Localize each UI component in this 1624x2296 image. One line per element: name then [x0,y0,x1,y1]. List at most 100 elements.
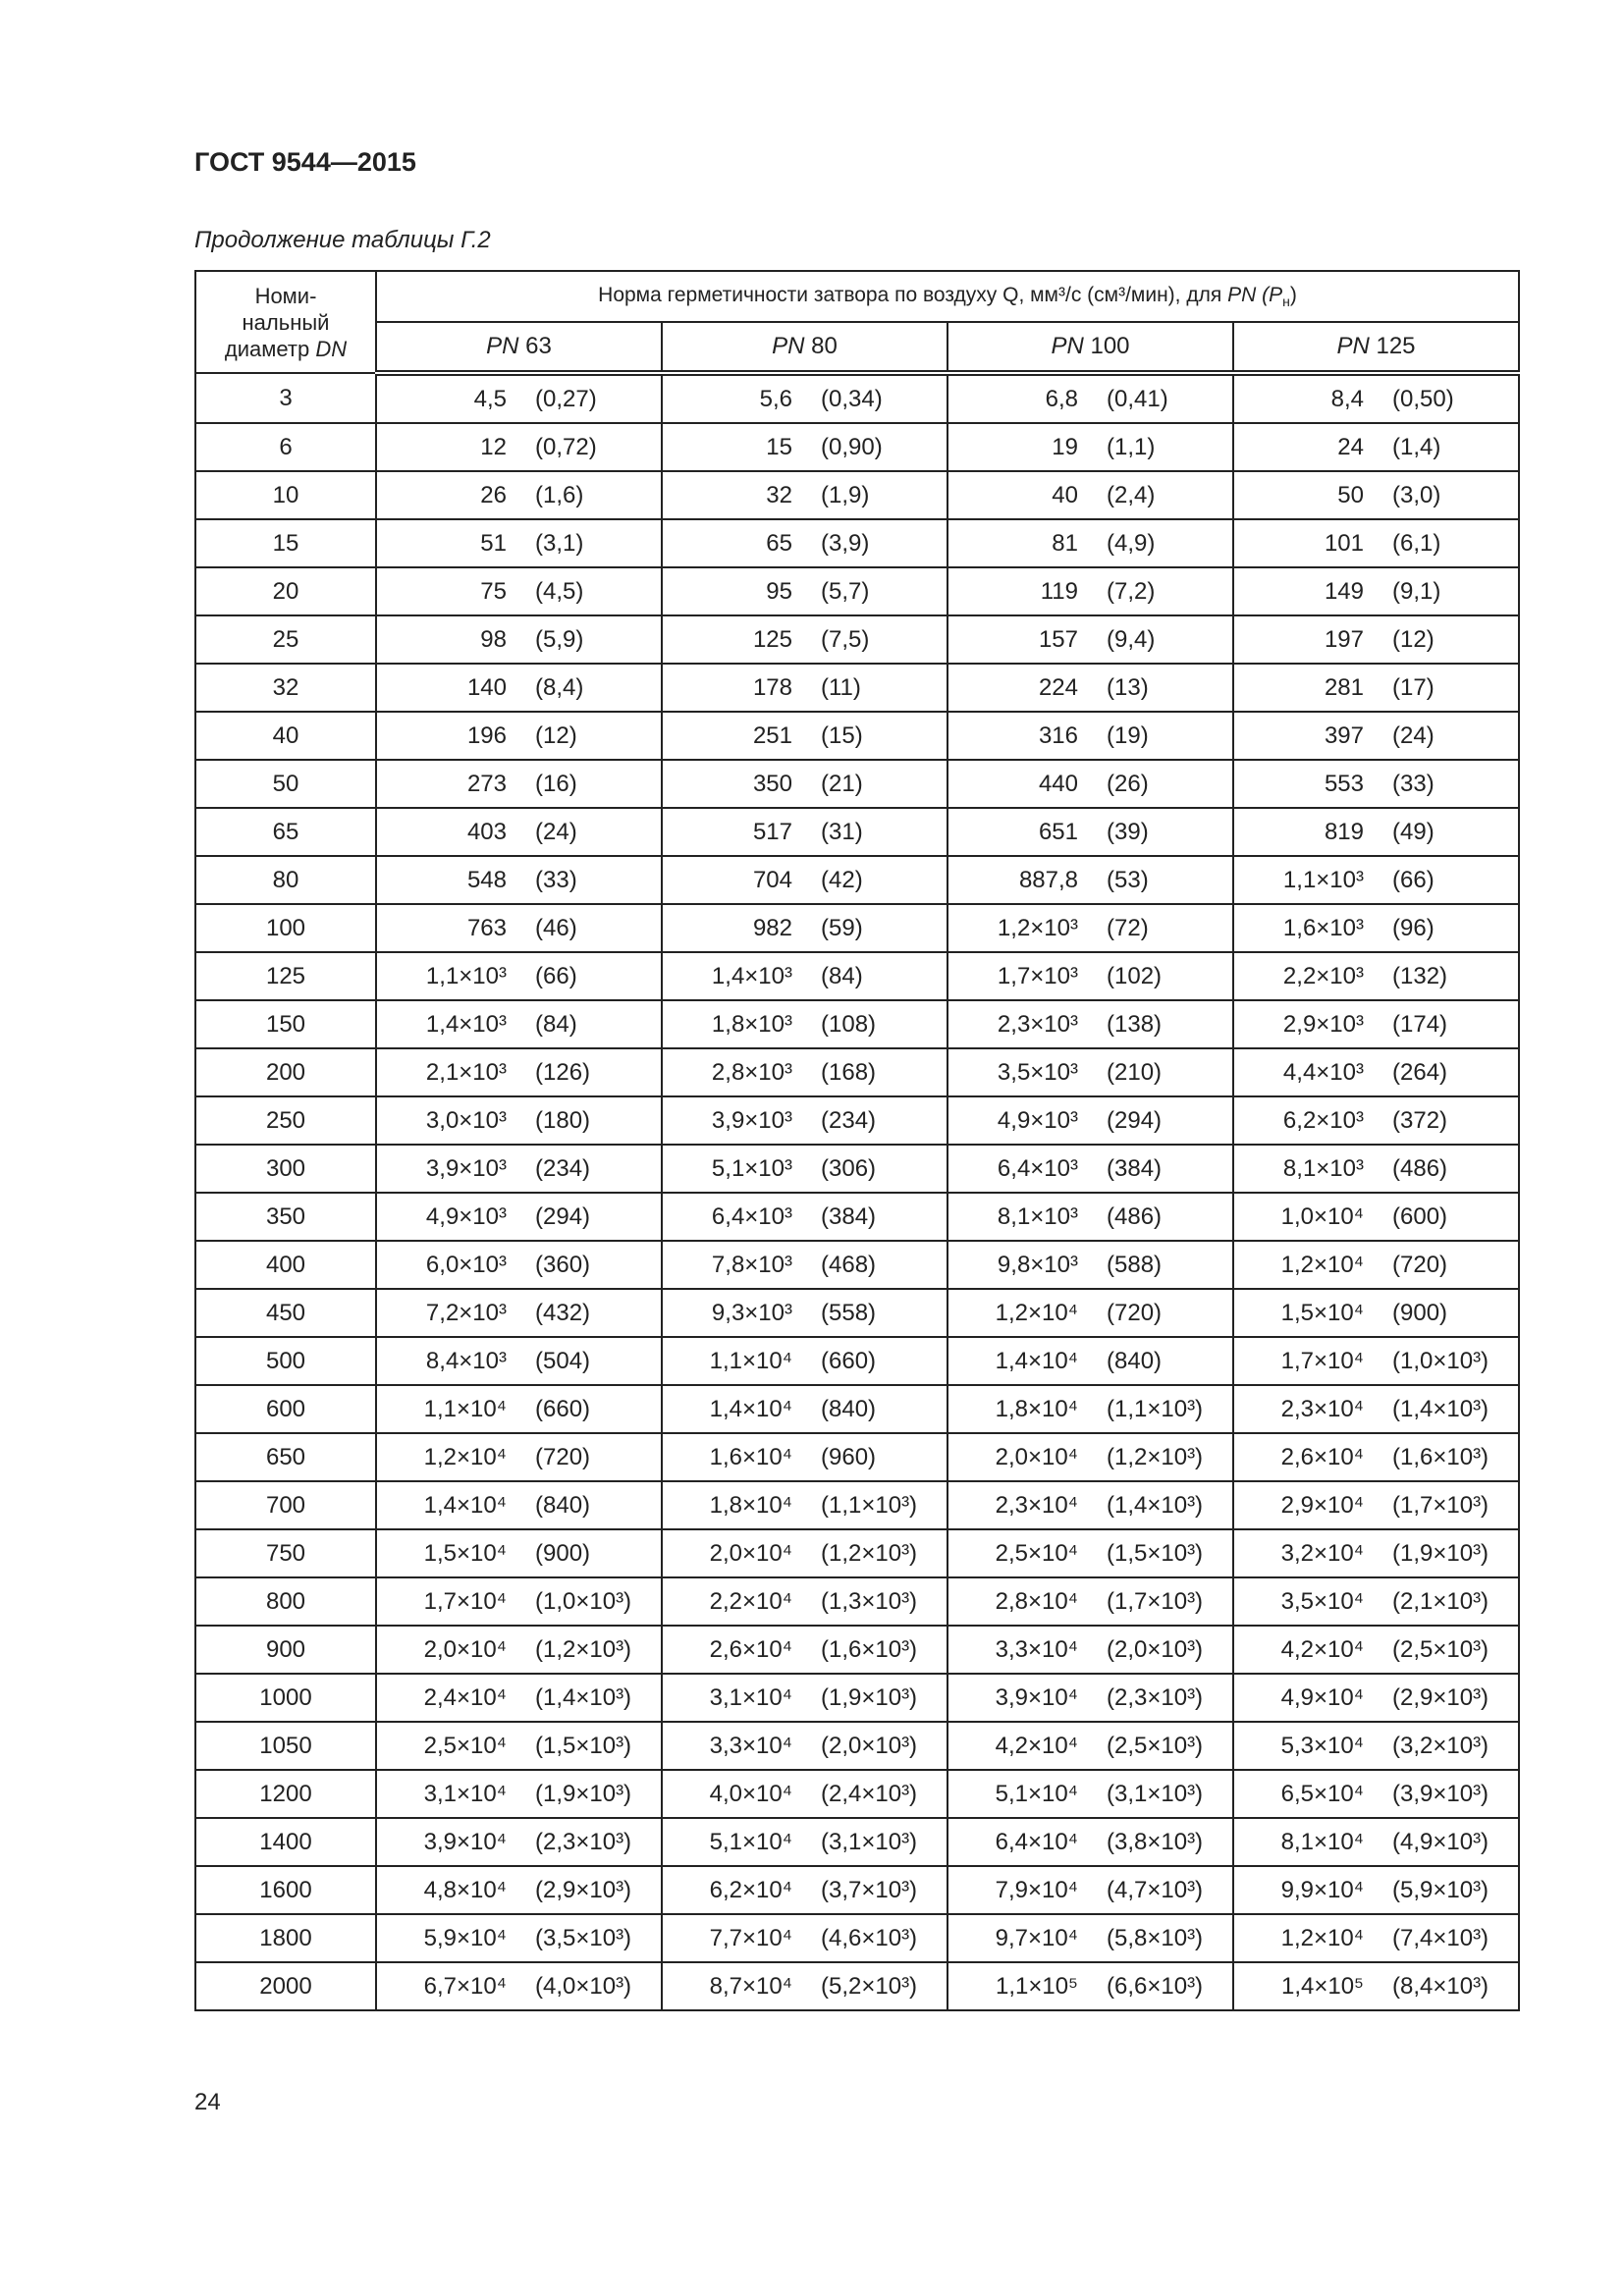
leakage-cm3min: (180) [535,1106,591,1134]
leakage-cm3min: (720) [535,1443,591,1470]
leakage-mm3s: 65 [766,529,792,557]
leakage-cell: 125 (7,5) [661,614,948,665]
table-row: 1600 4,8×10⁴ (2,9×10³) 6,2×10⁴ (3,7×10³) 7,9×… [194,1865,1520,1915]
leakage-cm3min: (720) [1107,1299,1163,1326]
leakage-mm3s: 157 [1038,625,1078,653]
leakage-mm3s: 178 [752,673,792,701]
leakage-cm3min: (588) [1107,1251,1163,1278]
leakage-cell: 4,2×10⁴ (2,5×10³) [1232,1625,1520,1675]
leakage-cell: 2,3×10⁴ (1,4×10³) [1232,1384,1520,1434]
leakage-mm3s: 4,5 [473,385,507,412]
leakage-cell: 7,7×10⁴ (4,6×10³) [661,1913,948,1963]
leakage-cell: 403 (24) [375,807,663,857]
leakage-cell: 4,9×10³ (294) [375,1192,663,1242]
dn-cell: 1800 [194,1913,377,1963]
leakage-cell: 1,1×10³ (66) [1232,855,1520,905]
leakage-cell: 5,6 (0,34) [661,372,948,424]
leakage-cm3min: (3,9) [821,529,870,557]
leakage-cell: 51 (3,1) [375,518,663,568]
leakage-cm3min: (46) [535,914,577,941]
leakage-cell: 26 (1,6) [375,470,663,520]
leakage-cell: 3,5×10⁴ (2,1×10³) [1232,1576,1520,1627]
group-header-close: ) [1289,283,1297,306]
leakage-cm3min: (3,0) [1392,481,1441,508]
leakage-mm3s: 6,7×10⁴ [423,1972,507,2000]
leakage-mm3s: 101 [1324,529,1364,557]
leakage-cm3min: (26) [1107,770,1149,797]
table-row: 700 1,4×10⁴ (840) 1,8×10⁴ (1,1×10³) 2,3×10⁴ (1… [194,1480,1520,1530]
leakage-cell: 704 (42) [661,855,948,905]
group-header-text: Норма герметичности затвора по воздуху Q… [598,283,1228,306]
leakage-cell: 1,4×10⁵ (8,4×10³) [1232,1961,1520,2011]
leakage-cell: 1,5×10⁴ (900) [375,1528,663,1578]
table-row: 650 1,2×10⁴ (720) 1,6×10⁴ (960) 2,0×10⁴ (1,2×1… [194,1432,1520,1482]
leakage-cm3min: (0,41) [1107,385,1168,412]
leakage-mm3s: 9,7×10⁴ [995,1924,1078,1951]
leakage-mm3s: 4,0×10⁴ [709,1780,792,1807]
dn-cell: 350 [194,1192,377,1242]
dn-cell: 1200 [194,1769,377,1819]
leakage-cell: 1,7×10⁴ (1,0×10³) [375,1576,663,1627]
leakage-cell: 8,7×10⁴ (5,2×10³) [661,1961,948,2011]
leakage-cell: 9,7×10⁴ (5,8×10³) [947,1913,1234,1963]
leakage-mm3s: 2,8×10⁴ [995,1587,1078,1615]
leakage-mm3s: 3,1×10⁴ [423,1780,507,1807]
leakage-cell: 651 (39) [947,807,1234,857]
leakage-cell: 3,2×10⁴ (1,9×10³) [1232,1528,1520,1578]
dn-cell: 300 [194,1144,377,1194]
leakage-mm3s: 819 [1324,818,1364,845]
leakage-mm3s: 8,1×10⁴ [1280,1828,1364,1855]
table-row: 450 7,2×10³ (432) 9,3×10³ (558) 1,2×10⁴ (720) 1… [194,1288,1520,1338]
leakage-cell: 1,2×10³ (72) [947,903,1234,953]
dn-header-line: диаметр [224,336,316,361]
table-row: 200 2,1×10³ (126) 2,8×10³ (168) 3,5×10³ (210) 4… [194,1047,1520,1097]
leakage-cm3min: (3,1×10³) [1107,1780,1204,1807]
leakage-mm3s: 197 [1324,625,1364,653]
pn-value: 100 [1083,333,1130,359]
column-header-pn: PN 63 [375,321,663,376]
leakage-mm3s: 1,2×10⁴ [995,1299,1078,1326]
leakage-mm3s: 4,4×10³ [1282,1058,1364,1086]
leakage-cell: 1,1×10⁴ (660) [375,1384,663,1434]
leakage-mm3s: 1,2×10⁴ [1280,1251,1364,1278]
leakage-cell: 6,2×10³ (372) [1232,1095,1520,1146]
table-row: 1800 5,9×10⁴ (3,5×10³) 7,7×10⁴ (4,6×10³) 9,7×… [194,1913,1520,1963]
leakage-cm3min: (6,6×10³) [1107,1972,1204,2000]
leakage-mm3s: 2,3×10³ [997,1010,1078,1038]
leakage-cm3min: (372) [1392,1106,1448,1134]
leakage-cell: 4,2×10⁴ (2,5×10³) [947,1721,1234,1771]
leakage-cell: 119 (7,2) [947,566,1234,616]
leakage-mm3s: 887,8 [1018,866,1078,893]
table-row: 2000 6,7×10⁴ (4,0×10³) 8,7×10⁴ (5,2×10³) 1,1×… [194,1961,1520,2011]
leakage-cm3min: (960) [821,1443,877,1470]
dn-cell: 700 [194,1480,377,1530]
table-row: 500 8,4×10³ (504) 1,1×10⁴ (660) 1,4×10⁴ (840) 1… [194,1336,1520,1386]
leakage-mm3s: 704 [752,866,792,893]
leakage-cell: 4,0×10⁴ (2,4×10³) [661,1769,948,1819]
table-row: 6 12 (0,72) 15 (0,90) 19 (1,1) 24 (1,4) [194,422,1520,472]
leakage-cell: 178 (11) [661,663,948,713]
leakage-mm3s: 2,3×10⁴ [1280,1395,1364,1422]
leakage-cm3min: (1,0×10³) [1392,1347,1489,1374]
leakage-mm3s: 3,9×10⁴ [995,1683,1078,1711]
dn-cell: 32 [194,663,377,713]
leakage-cm3min: (1,5×10³) [535,1732,632,1759]
leakage-mm3s: 1,2×10⁴ [423,1443,507,1470]
leakage-mm3s: 440 [1038,770,1078,797]
leakage-cm3min: (16) [535,770,577,797]
leakage-cm3min: (3,7×10³) [821,1876,918,1903]
leakage-mm3s: 7,8×10³ [711,1251,792,1278]
leakage-cell: 2,5×10⁴ (1,5×10³) [947,1528,1234,1578]
leakage-cm3min: (384) [1107,1154,1163,1182]
leakage-mm3s: 9,8×10³ [997,1251,1078,1278]
table-row: 65 403 (24) 517 (31) 651 (39) 819 (49) [194,807,1520,857]
leakage-cell: 2,2×10⁴ (1,3×10³) [661,1576,948,1627]
leakage-cm3min: (1,0×10³) [535,1587,632,1615]
pn-value: 80 [804,333,838,359]
leakage-cell: 98 (5,9) [375,614,663,665]
leakage-mm3s: 7,7×10⁴ [709,1924,792,1951]
leakage-cm3min: (360) [535,1251,591,1278]
leakage-cm3min: (24) [1392,721,1435,749]
leakage-cell: 1,7×10⁴ (1,0×10³) [1232,1336,1520,1386]
dn-cell: 15 [194,518,377,568]
